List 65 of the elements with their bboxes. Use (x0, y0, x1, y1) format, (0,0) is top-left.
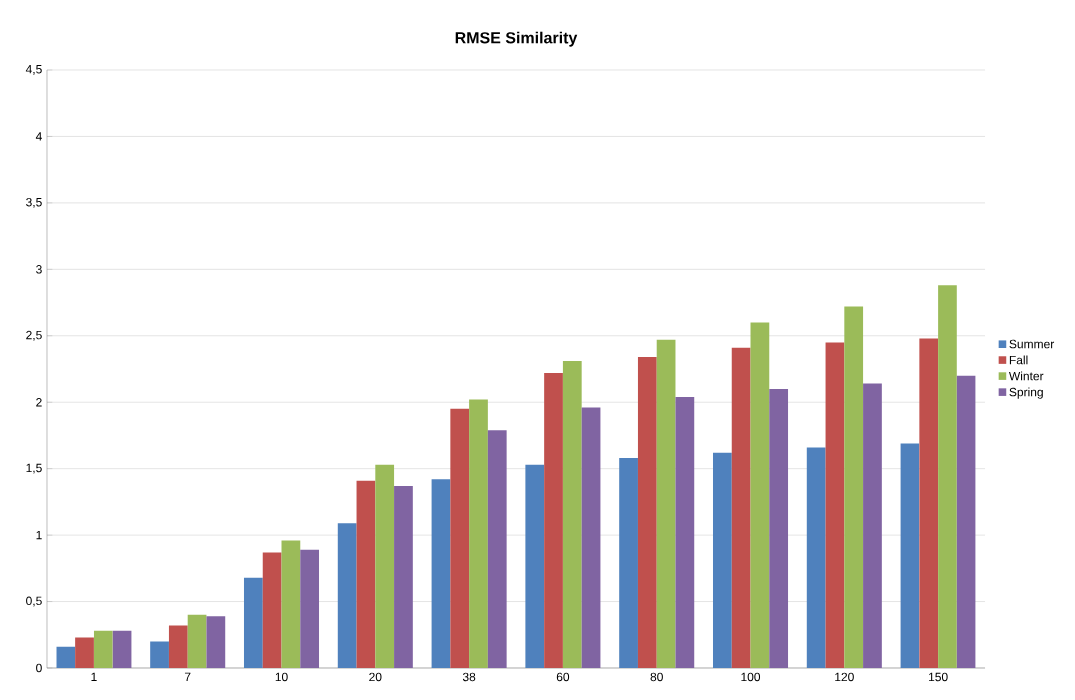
x-tick-label: 38 (462, 672, 476, 682)
y-tick-label: 4 (35, 132, 42, 141)
x-tick-label: 1 (91, 672, 97, 681)
bar (112, 630, 132, 668)
bar (262, 552, 282, 668)
bar (281, 540, 301, 668)
x-tick-label: 60 (556, 672, 570, 682)
x-tick-label: 80 (650, 672, 663, 682)
bar (675, 396, 695, 668)
bar (56, 646, 76, 668)
bar (713, 452, 732, 668)
bar (825, 342, 845, 668)
bar (637, 357, 657, 668)
bar (337, 523, 357, 668)
bar (150, 641, 169, 668)
bar (168, 625, 188, 668)
bar (300, 549, 320, 668)
y-tick-label: 0,5 (26, 596, 42, 607)
bar (863, 383, 882, 668)
bar (619, 458, 638, 668)
bar (581, 407, 601, 668)
bar (206, 616, 226, 668)
y-tick-label: 3,5 (26, 197, 42, 208)
bar (431, 479, 451, 668)
y-tick-label: 2,5 (26, 330, 42, 341)
bar (375, 464, 395, 668)
bar (769, 388, 789, 668)
bar (394, 485, 413, 668)
bar (469, 399, 488, 668)
y-tick-label: 1,5 (26, 463, 42, 474)
x-tick-label: 100 (741, 672, 761, 682)
legend-label: Winter (1008, 371, 1044, 381)
x-tick-label: 10 (275, 672, 288, 682)
bar (187, 614, 207, 668)
legend-label: Summer (1009, 339, 1055, 349)
bar (731, 347, 751, 668)
x-tick-label: 120 (835, 672, 854, 682)
bar (450, 408, 470, 668)
bar (356, 480, 376, 668)
bar (919, 338, 939, 668)
bar (544, 372, 563, 668)
bar (806, 447, 826, 668)
bar (562, 361, 582, 668)
legend-label: Fall (1009, 355, 1028, 365)
bar (844, 306, 864, 668)
bar (93, 630, 113, 668)
x-tick-label: 150 (929, 672, 948, 682)
bar (938, 285, 957, 668)
bar (75, 637, 94, 668)
x-tick-label: 7 (184, 672, 191, 681)
y-tick-label: 0 (36, 663, 42, 673)
y-tick-label: 1 (36, 530, 42, 540)
x-tick-label: 20 (369, 672, 382, 682)
y-tick-label: 4,5 (25, 65, 42, 75)
y-tick-label: 2 (36, 398, 42, 407)
bar (525, 464, 545, 668)
bar (243, 577, 263, 668)
bar (956, 375, 976, 668)
chart-title: RMSE Similarity (455, 31, 578, 47)
y-tick-label: 3 (36, 265, 42, 274)
bar (900, 443, 920, 668)
bar (487, 430, 507, 668)
bar (656, 339, 676, 668)
bar (750, 322, 770, 668)
legend-label: Spring (1009, 387, 1043, 399)
